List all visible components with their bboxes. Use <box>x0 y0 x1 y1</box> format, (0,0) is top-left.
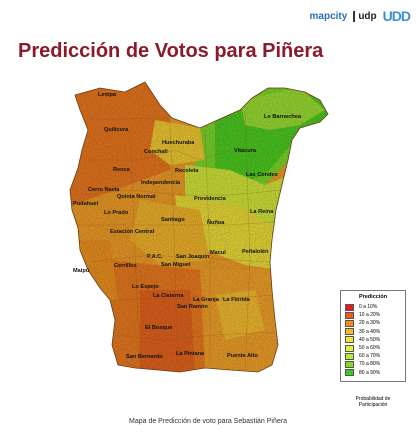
legend-label: 80 a 90% <box>359 369 381 376</box>
commune-label-vitacura: Vitacura <box>234 148 257 154</box>
legend-swatch <box>345 328 354 336</box>
legend-label: 10 a 20% <box>359 312 381 319</box>
commune-label-lo-espejo: Lo Espejo <box>132 284 159 290</box>
commune-label-puente-alto: Puente Alto <box>227 353 258 359</box>
legend-title: Predicción <box>358 294 388 300</box>
commune-label-macul: Macul <box>210 250 226 256</box>
legend-item: 0 a 10% <box>345 303 401 311</box>
legend-note-line1: Probabilidad de <box>355 396 391 402</box>
legend-note: Probabilidad de Participación <box>340 396 406 408</box>
legend-swatch <box>345 360 354 368</box>
commune-label-renca: Renca <box>113 167 131 173</box>
legend-item: 40 a 50% <box>345 336 401 344</box>
map-caption: Mapa de Predicción de voto para Sebastiá… <box>129 418 287 425</box>
legend-item: 80 a 90% <box>345 369 401 377</box>
commune-label-la-florida: La Florida <box>223 297 251 303</box>
page-title: Predicción de Votos para Piñera <box>18 40 324 62</box>
commune-label-cerro-navia: Cerro Navia <box>88 187 120 193</box>
map-legend: Predicción 0 a 10% 10 a 20% 20 a 30% 30 a 4… <box>340 290 406 382</box>
commune-label-lo-prado: Lo Prado <box>104 210 129 216</box>
commune-label-cerrillos: Cerrillos <box>114 263 137 269</box>
logo-bar: mapcity udp UDD <box>309 8 411 24</box>
commune-label-la-reina: La Reina <box>250 209 274 215</box>
commune-label-la-granja: La Granja <box>193 297 220 303</box>
legend-swatch <box>345 311 354 319</box>
legend-item: 30 a 40% <box>345 328 401 336</box>
legend-label: 30 a 40% <box>359 328 381 335</box>
commune-label-la-cisterna: La Cisterna <box>153 293 184 299</box>
commune-label-el-bosque: El Bosque <box>145 325 172 331</box>
legend-note-line2: Participación <box>358 402 388 408</box>
legend-item: 70 a 80% <box>345 360 401 368</box>
legend-label: 0 a 10% <box>359 304 378 311</box>
commune-label-recoleta: Recoleta <box>175 168 199 174</box>
commune-label-quinta-normal: Quinta Normal <box>117 194 156 200</box>
legend-item: 10 a 20% <box>345 311 401 319</box>
commune-label-nunoa: Ñuñoa <box>207 219 225 226</box>
legend-swatch <box>345 369 354 377</box>
legend-swatch <box>345 336 354 344</box>
legend-item: 50 a 60% <box>345 344 401 352</box>
commune-label-san-joaquin: San Joaquín <box>176 254 210 260</box>
legend-label: 60 a 70% <box>359 353 381 360</box>
commune-label-las-condes: Las Condes <box>246 172 278 178</box>
commune-label-providencia: Providencia <box>194 196 227 202</box>
legend-item: 20 a 30% <box>345 319 401 327</box>
legend-label: 20 a 30% <box>359 320 381 327</box>
commune-label-maipu: Maipú <box>73 268 90 274</box>
legend-swatch <box>345 303 354 311</box>
map-boundary <box>69 81 329 373</box>
legend-swatch <box>345 344 354 352</box>
commune-label-penalolen: Peñalolén <box>242 249 269 255</box>
commune-label-independencia: Independencia <box>141 180 181 186</box>
commune-label-pudahuel: Pudahuel <box>73 201 99 207</box>
commune-label-conchali: Conchali <box>144 149 168 155</box>
commune-label-lo-barnechea: Lo Barnechea <box>264 114 302 120</box>
commune-label-san-ramon: San Ramón <box>177 304 208 310</box>
commune-borders <box>78 109 283 371</box>
udp-logo: udp <box>353 10 377 22</box>
commune-label-santiago: Santiago <box>161 217 185 223</box>
legend-label: 40 a 50% <box>359 336 381 343</box>
legend-item: 60 a 70% <box>345 352 401 360</box>
legend-label: 70 a 80% <box>359 361 381 368</box>
legend-swatch <box>345 319 354 327</box>
legend-label: 50 a 60% <box>359 345 381 352</box>
legend-rows: 0 a 10% 10 a 20% 20 a 30% 30 a 40% 40 a 50% 5… <box>345 303 401 377</box>
udd-logo: UDD <box>382 8 411 24</box>
commune-label-san-bernardo: San Bernardo <box>126 354 163 360</box>
commune-label-estacion-central: Estación Central <box>110 229 155 235</box>
commune-label-la-pintana: La Pintana <box>176 351 205 357</box>
commune-label-pac: P.A.C. <box>147 254 163 260</box>
commune-label-san-miguel: San Miguel <box>161 262 191 268</box>
commune-label-quilicura: Quilicura <box>104 127 129 133</box>
map-area <box>70 82 328 372</box>
mapcity-logo: mapcity <box>309 10 348 22</box>
commune-label-huechuraba: Huechuraba <box>162 140 195 146</box>
commune-label-lempa: Lempa <box>98 92 117 98</box>
legend-swatch <box>345 352 354 360</box>
